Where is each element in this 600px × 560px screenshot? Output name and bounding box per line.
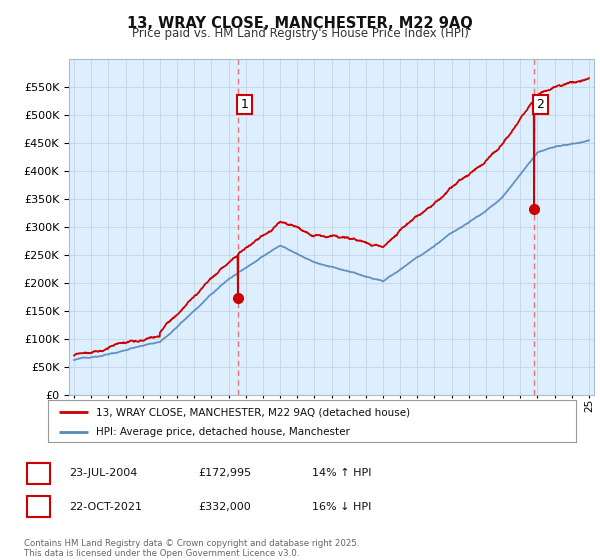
- Text: 1: 1: [34, 466, 43, 480]
- Text: 2: 2: [34, 500, 43, 514]
- Text: 22-OCT-2021: 22-OCT-2021: [69, 502, 142, 512]
- Text: HPI: Average price, detached house, Manchester: HPI: Average price, detached house, Manc…: [95, 427, 349, 437]
- Text: 13, WRAY CLOSE, MANCHESTER, M22 9AQ (detached house): 13, WRAY CLOSE, MANCHESTER, M22 9AQ (det…: [95, 407, 410, 417]
- Text: £332,000: £332,000: [198, 502, 251, 512]
- Text: 14% ↑ HPI: 14% ↑ HPI: [312, 468, 371, 478]
- Text: Price paid vs. HM Land Registry's House Price Index (HPI): Price paid vs. HM Land Registry's House …: [131, 27, 469, 40]
- Text: Contains HM Land Registry data © Crown copyright and database right 2025.
This d: Contains HM Land Registry data © Crown c…: [24, 539, 359, 558]
- Text: £172,995: £172,995: [198, 468, 251, 478]
- Text: 13, WRAY CLOSE, MANCHESTER, M22 9AQ: 13, WRAY CLOSE, MANCHESTER, M22 9AQ: [127, 16, 473, 31]
- Text: 1: 1: [241, 98, 248, 111]
- Text: 2: 2: [536, 98, 544, 111]
- Text: 23-JUL-2004: 23-JUL-2004: [69, 468, 137, 478]
- Text: 16% ↓ HPI: 16% ↓ HPI: [312, 502, 371, 512]
